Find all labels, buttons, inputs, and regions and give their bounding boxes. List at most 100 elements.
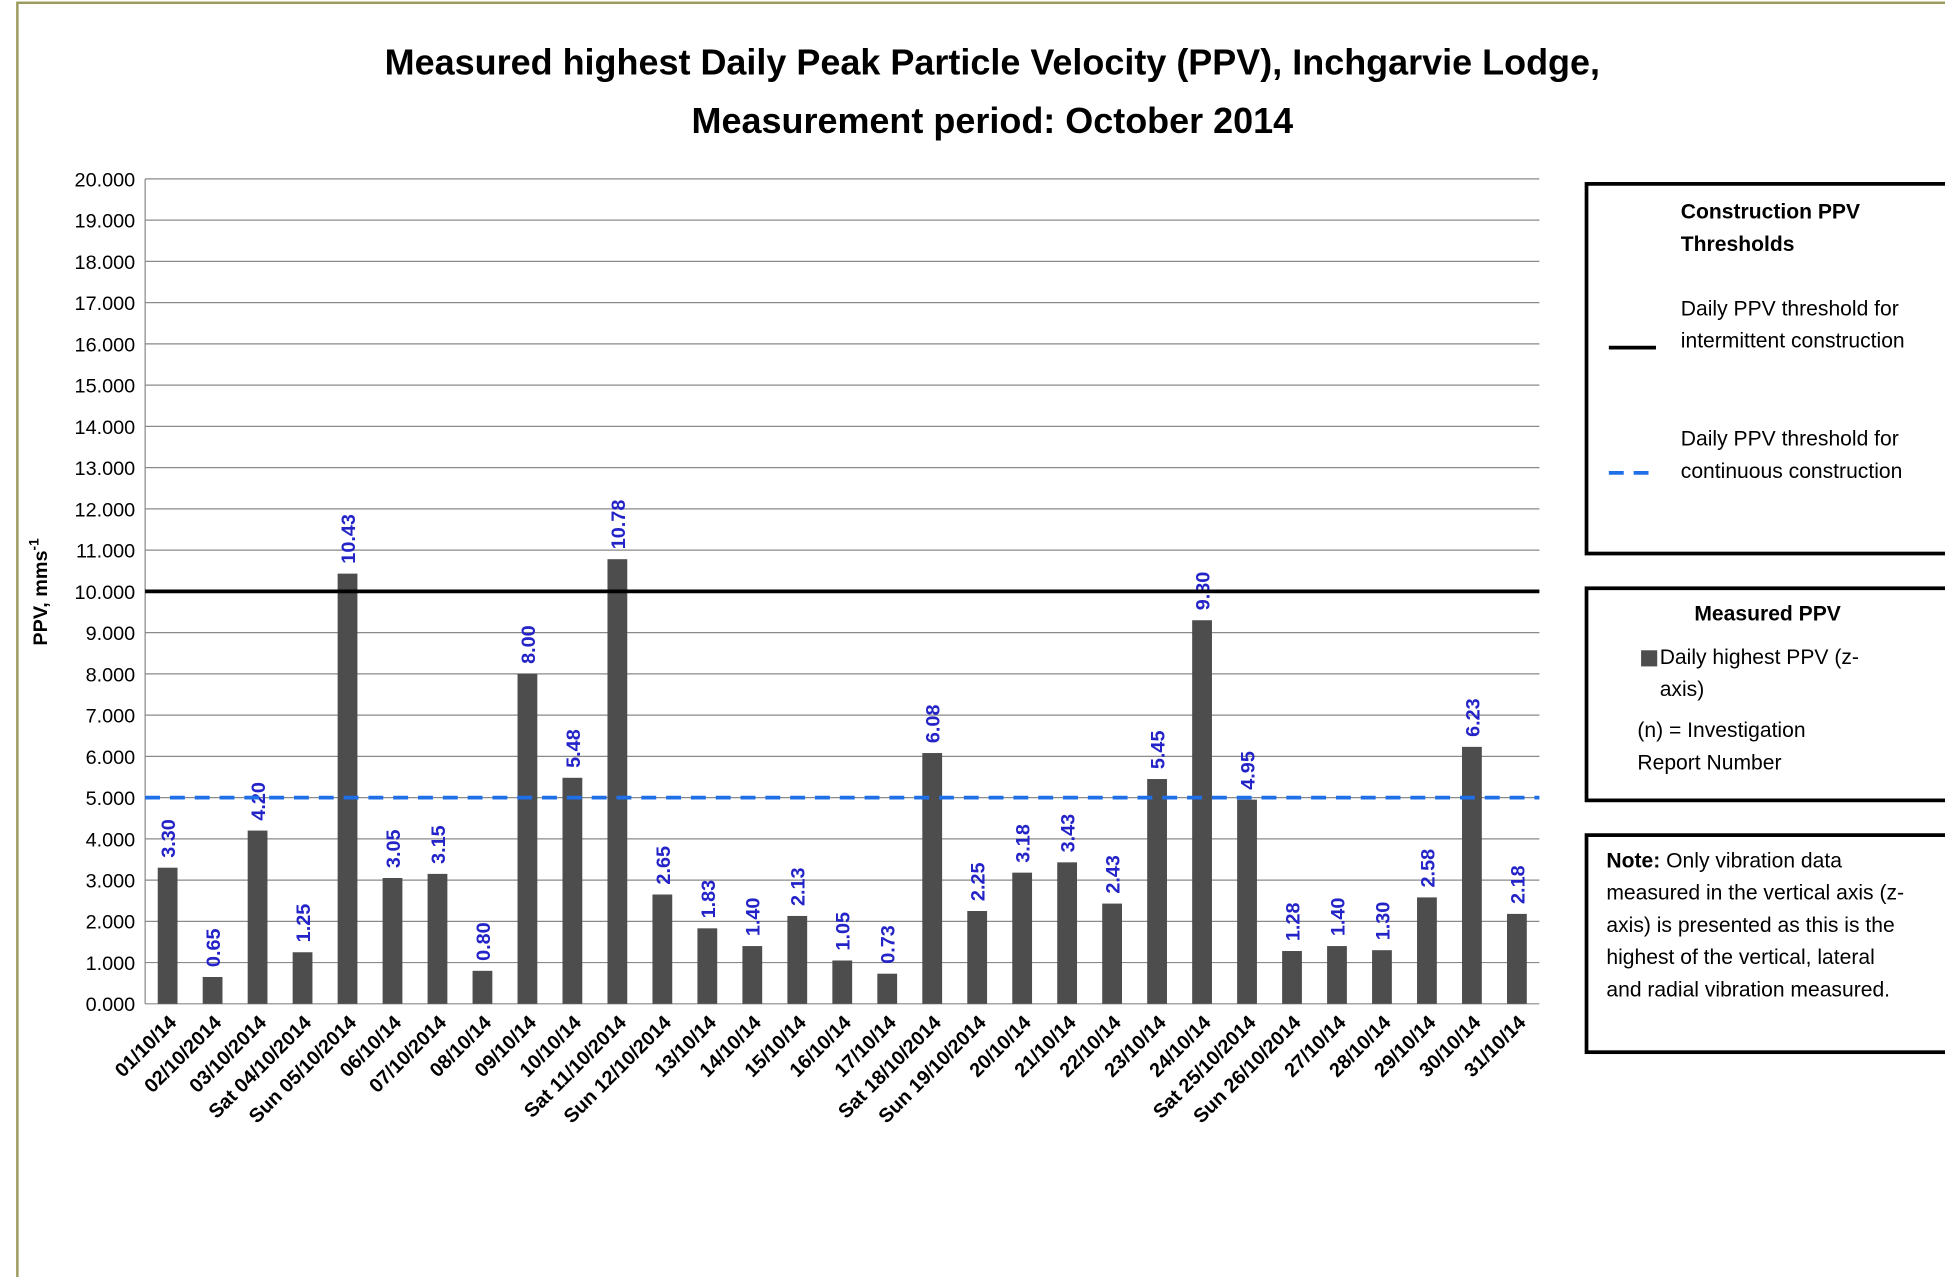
y-tick-label: 5.000 bbox=[86, 788, 136, 810]
bar bbox=[157, 867, 178, 1004]
bar bbox=[922, 753, 943, 1004]
legend-note-wrap: (n) = Investigation Report Number bbox=[1637, 718, 1806, 775]
bar bbox=[652, 894, 673, 1004]
y-tick-label: 13.000 bbox=[75, 458, 136, 480]
data-label: 1.83 bbox=[698, 880, 720, 919]
bar bbox=[517, 673, 538, 1004]
bar bbox=[967, 911, 988, 1004]
y-tick-label: 19.000 bbox=[75, 211, 136, 233]
y-tick-label: 15.000 bbox=[75, 376, 136, 398]
y-tick-label: 12.000 bbox=[75, 499, 136, 521]
bar bbox=[742, 946, 763, 1004]
bar bbox=[877, 973, 898, 1004]
y-tick-label: 0.000 bbox=[86, 994, 136, 1016]
data-label: 1.05 bbox=[833, 912, 855, 951]
y-axis-label-text: PPV, mms bbox=[30, 550, 52, 645]
y-axis-label: PPV, mms-1 bbox=[26, 538, 52, 646]
bar bbox=[697, 928, 718, 1004]
y-tick-label: 9.000 bbox=[86, 623, 136, 645]
y-axis-label-superscript: -1 bbox=[26, 538, 41, 551]
bar bbox=[1102, 903, 1123, 1004]
data-label: 4.20 bbox=[248, 782, 270, 821]
data-label: 10.43 bbox=[338, 514, 360, 564]
bar bbox=[1057, 862, 1078, 1004]
data-label: 2.65 bbox=[653, 846, 675, 885]
data-label: 3.18 bbox=[1013, 824, 1035, 863]
frame bbox=[16, 1, 1945, 1277]
data-label: 6.08 bbox=[923, 705, 945, 744]
legend-entry: Daily highest PPV (z-axis) bbox=[1659, 645, 1859, 702]
data-label: 4.95 bbox=[1237, 751, 1259, 790]
legend-entry-wrap: Daily highest PPV (z-axis) bbox=[1659, 645, 1859, 702]
bar bbox=[472, 970, 493, 1004]
bar bbox=[1147, 779, 1167, 1004]
data-label: 0.73 bbox=[878, 925, 900, 964]
legend-swatch bbox=[1641, 650, 1658, 667]
legend-entry-wrap: Daily PPV threshold for continuous const… bbox=[1680, 427, 1903, 483]
y-tick-label: 3.000 bbox=[86, 871, 136, 893]
bar bbox=[1012, 872, 1033, 1004]
data-label: 5.48 bbox=[563, 729, 585, 768]
bar bbox=[832, 960, 853, 1004]
data-label: 1.28 bbox=[1282, 902, 1304, 941]
bar bbox=[787, 915, 808, 1004]
legend-title-wrap: Construction PPV Thresholds bbox=[1680, 200, 1861, 256]
legend-box bbox=[1584, 182, 1945, 556]
data-label: 1.40 bbox=[743, 898, 765, 937]
y-tick-label: 11.000 bbox=[76, 541, 135, 563]
data-label: 2.13 bbox=[788, 867, 810, 906]
data-label: 5.45 bbox=[1148, 731, 1170, 770]
legend-note: (n) = Investigation Report Number bbox=[1637, 718, 1806, 775]
legend-title: Measured PPV bbox=[1694, 601, 1841, 626]
data-label: 3.05 bbox=[383, 829, 405, 868]
data-label: 3.43 bbox=[1058, 814, 1080, 853]
note-text: Only vibration data measured in the vert… bbox=[1606, 848, 1905, 1002]
note-box bbox=[1584, 833, 1945, 1055]
note: Note: Only vibration data measured in th… bbox=[1606, 845, 1910, 1006]
data-label: 0.80 bbox=[473, 922, 495, 961]
bar bbox=[1327, 946, 1347, 1004]
chart-title: Measurement period: October 2014 bbox=[692, 100, 1294, 141]
bar bbox=[1506, 913, 1527, 1004]
bar bbox=[1192, 620, 1212, 1004]
legend-title: Construction PPV Thresholds bbox=[1680, 200, 1861, 256]
data-label: 1.25 bbox=[293, 904, 315, 943]
y-tick-label: 4.000 bbox=[86, 829, 136, 851]
bar bbox=[1372, 950, 1392, 1004]
y-tick-label: 14.000 bbox=[75, 417, 136, 439]
data-label: 3.30 bbox=[158, 819, 180, 858]
legend-entry-wrap: Daily PPV threshold for intermittent con… bbox=[1680, 296, 1905, 353]
y-tick-label: 20.000 bbox=[75, 169, 136, 191]
data-label: 1.40 bbox=[1327, 898, 1349, 937]
bar bbox=[247, 830, 268, 1004]
y-tick-label: 1.000 bbox=[86, 953, 136, 975]
y-tick-label: 10.000 bbox=[75, 582, 136, 604]
data-label: 3.15 bbox=[428, 825, 450, 864]
bar bbox=[382, 878, 403, 1004]
bar bbox=[337, 573, 358, 1004]
data-label: 8.00 bbox=[518, 625, 540, 664]
data-label: 2.58 bbox=[1417, 849, 1439, 888]
y-tick-label: 8.000 bbox=[86, 664, 136, 686]
y-tick-label: 16.000 bbox=[75, 334, 136, 356]
legend-entry: Daily PPV threshold for continuous const… bbox=[1680, 427, 1903, 483]
data-label: 2.43 bbox=[1103, 855, 1125, 894]
data-label: 2.18 bbox=[1507, 865, 1529, 904]
chart-title: Measured highest Daily Peak Particle Vel… bbox=[385, 42, 1600, 83]
note-wrap: Note: Only vibration data measured in th… bbox=[1606, 845, 1910, 1006]
bar bbox=[292, 952, 313, 1004]
bar bbox=[562, 777, 583, 1004]
y-tick-label: 6.000 bbox=[86, 747, 136, 769]
note-label: Note: bbox=[1606, 848, 1661, 873]
bar bbox=[1417, 897, 1437, 1004]
bar bbox=[202, 976, 223, 1004]
y-tick-label: 17.000 bbox=[75, 293, 136, 315]
y-tick-label: 18.000 bbox=[75, 252, 136, 274]
bar bbox=[1462, 746, 1482, 1004]
data-label: 1.30 bbox=[1372, 902, 1394, 941]
legend-entry: Daily PPV threshold for intermittent con… bbox=[1680, 296, 1905, 353]
bar bbox=[1282, 951, 1302, 1004]
legend-title-wrap: Measured PPV bbox=[1694, 601, 1841, 626]
data-label: 6.23 bbox=[1462, 698, 1484, 737]
